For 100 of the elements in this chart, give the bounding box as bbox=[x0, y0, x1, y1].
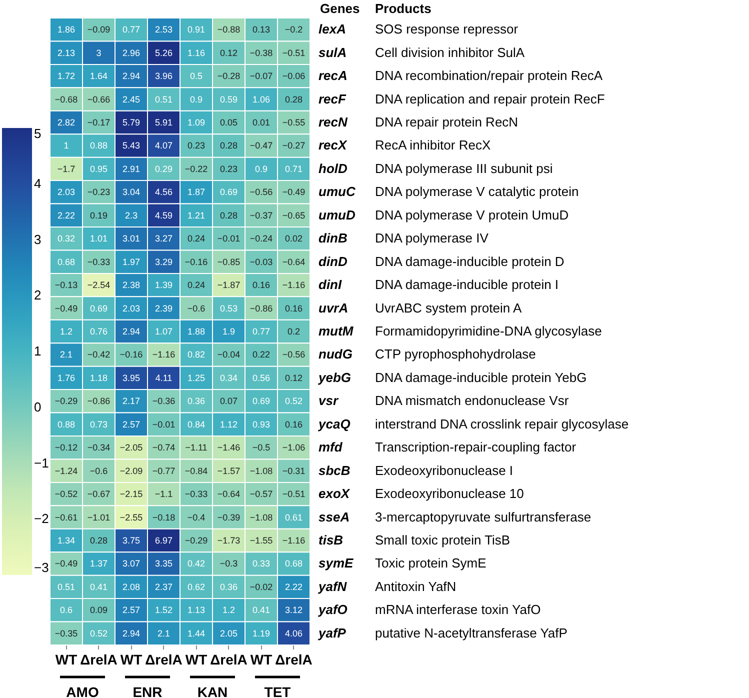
data-label: 2.03 bbox=[122, 303, 140, 314]
data-label: −0.27 bbox=[282, 140, 306, 151]
data-label: 1.97 bbox=[122, 256, 140, 267]
y-tick-label: yafO bbox=[318, 602, 348, 618]
data-label: 0.51 bbox=[154, 94, 173, 104]
data-label: −0.84 bbox=[184, 466, 208, 476]
data-label: −0.3 bbox=[220, 558, 238, 569]
y-tick-label: tisB bbox=[318, 532, 344, 548]
data-label: 0.28 bbox=[284, 94, 303, 104]
data-label: 1.07 bbox=[154, 326, 173, 336]
data-label: −1.01 bbox=[87, 512, 110, 522]
data-label: −1.1 bbox=[154, 489, 173, 500]
text: ENR bbox=[132, 684, 162, 698]
y-tick-label: lexA bbox=[318, 22, 346, 37]
y2-tick-label: Exodeoxyribonuclease I bbox=[375, 462, 514, 478]
data-label: −0.86 bbox=[87, 396, 110, 406]
data-label: 2.39 bbox=[154, 303, 173, 314]
data-label: −0.56 bbox=[282, 350, 306, 360]
data-label: 0.36 bbox=[187, 396, 206, 406]
text: TET bbox=[264, 684, 292, 698]
data-label: −0.74 bbox=[152, 442, 176, 453]
data-label: 0.19 bbox=[90, 210, 108, 220]
data-label: 3.35 bbox=[154, 558, 173, 569]
data-label: 1.34 bbox=[57, 536, 76, 546]
data-label: 1.18 bbox=[90, 372, 108, 383]
data-label: 1.88 bbox=[187, 326, 206, 336]
data-label: 1.09 bbox=[187, 118, 206, 128]
data-label: 0.88 bbox=[57, 419, 76, 430]
x-tick-label: WT bbox=[120, 652, 143, 668]
data-label: 2.1 bbox=[157, 628, 170, 638]
data-label: −1.08 bbox=[250, 512, 273, 522]
data-label: −0.51 bbox=[282, 489, 306, 500]
y2-tick-label: Small toxic protein TisB bbox=[375, 532, 510, 548]
data-label: −0.49 bbox=[54, 558, 78, 569]
data-label: 0.56 bbox=[252, 372, 270, 383]
data-label: 5.26 bbox=[154, 48, 173, 58]
data-label: −0.64 bbox=[282, 256, 306, 267]
data-label: 0.01 bbox=[252, 118, 270, 128]
data-label: −0.51 bbox=[282, 48, 306, 58]
data-label: 0.41 bbox=[252, 605, 270, 616]
data-label: 2.38 bbox=[122, 280, 140, 290]
y-tick-label: yafN bbox=[318, 578, 348, 594]
data-label: 0.52 bbox=[284, 396, 303, 406]
data-label: 2.53 bbox=[154, 24, 173, 35]
y2-tick-label: CTP pyrophosphohydrolase bbox=[375, 346, 536, 362]
data-label: −0.22 bbox=[184, 164, 208, 174]
data-label: 3.04 bbox=[122, 187, 140, 198]
data-label: 2.1 bbox=[60, 350, 73, 360]
data-label: −0.29 bbox=[184, 536, 208, 546]
data-label: 1.13 bbox=[187, 605, 206, 616]
x-tick-label: ΔrelA bbox=[275, 652, 312, 668]
x-tick-label: ΔrelA bbox=[210, 652, 248, 668]
data-label: 1.64 bbox=[90, 71, 108, 82]
data-label: 0.12 bbox=[284, 372, 303, 383]
data-label: −0.56 bbox=[250, 187, 273, 198]
data-label: −0.65 bbox=[282, 210, 306, 220]
color-bar-label: 0 bbox=[34, 399, 42, 414]
data-label: 0.62 bbox=[187, 582, 206, 592]
y2-tick-label: DNA recombination/repair protein RecA bbox=[375, 68, 603, 84]
data-label: −0.06 bbox=[282, 71, 306, 82]
data-label: 1.72 bbox=[57, 71, 76, 82]
data-label: −0.86 bbox=[250, 303, 273, 314]
data-label: 0.6 bbox=[60, 605, 73, 616]
y2-tick-label: Cell division inhibitor SulA bbox=[375, 44, 525, 60]
data-label: −0.47 bbox=[250, 140, 273, 151]
data-label: −0.01 bbox=[217, 234, 240, 244]
data-label: 0.82 bbox=[187, 350, 206, 360]
y2-tick-label: DNA polymerase V catalytic protein bbox=[375, 184, 579, 200]
y-tick-label: exoX bbox=[318, 486, 351, 502]
data-label: 0.88 bbox=[90, 140, 108, 151]
y2-tick-label: interstrand DNA crosslink repair glycosylase bbox=[375, 416, 629, 432]
data-label: −0.16 bbox=[120, 350, 143, 360]
data-label: −1.46 bbox=[217, 442, 240, 453]
data-label: −0.12 bbox=[54, 442, 78, 453]
data-label: −0.28 bbox=[217, 71, 240, 82]
y-tick-label: recX bbox=[318, 138, 348, 153]
data-label: 2.3 bbox=[124, 210, 138, 220]
data-label: −0.38 bbox=[250, 48, 273, 58]
data-label: −0.2 bbox=[284, 24, 303, 35]
data-label: −0.57 bbox=[250, 489, 273, 500]
data-label: −0.36 bbox=[152, 396, 176, 406]
data-label: 1.06 bbox=[252, 94, 270, 104]
y2-tick-label: Exodeoxyribonuclease 10 bbox=[375, 486, 524, 502]
data-label: −0.17 bbox=[87, 118, 110, 128]
data-label: −0.4 bbox=[187, 512, 206, 522]
data-label: −1.87 bbox=[217, 280, 240, 290]
data-label: 1.25 bbox=[187, 372, 206, 383]
data-label: −0.33 bbox=[87, 256, 110, 267]
data-label: 0.69 bbox=[90, 303, 108, 314]
y-tick-label: dinI bbox=[318, 277, 342, 292]
data-label: 0.16 bbox=[284, 303, 303, 314]
data-label: 3 bbox=[96, 48, 102, 58]
data-label: −2.09 bbox=[120, 466, 143, 476]
data-label: 1.52 bbox=[154, 605, 173, 616]
y-tick-label: umuD bbox=[318, 207, 356, 222]
y-tick-label: recN bbox=[318, 114, 348, 130]
y-tick-label: nudG bbox=[318, 346, 352, 362]
data-label: −0.61 bbox=[54, 512, 78, 522]
data-label: 5.43 bbox=[122, 140, 140, 151]
data-label: 4.07 bbox=[154, 140, 173, 151]
